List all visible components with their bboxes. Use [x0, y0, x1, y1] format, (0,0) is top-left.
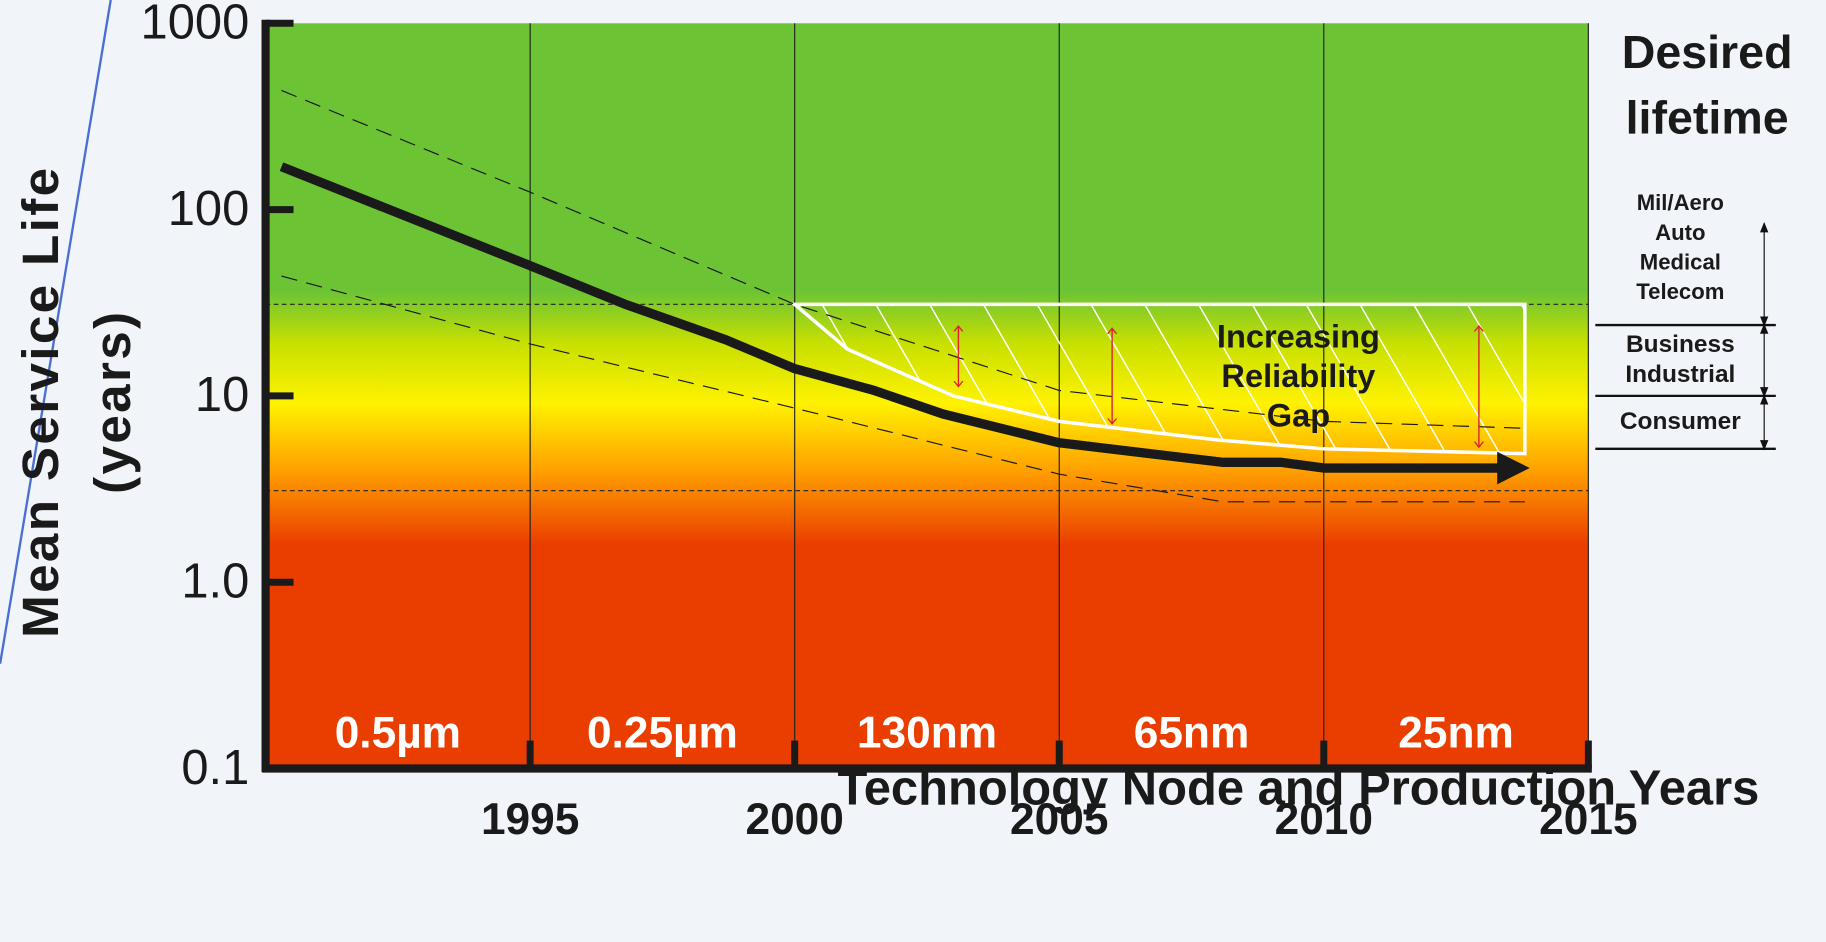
y-axis-label: (years): [84, 310, 141, 494]
plot: [265, 23, 1592, 769]
band-label: Telecom: [1636, 279, 1724, 304]
y-tick-label: 1000: [141, 0, 250, 50]
x-tick-label: 1995: [481, 795, 579, 844]
series-line: [279, 162, 1530, 485]
node-label: 130nm: [857, 709, 997, 758]
y-tick-label: 1.0: [181, 554, 249, 608]
y-tick-label: 0.1: [181, 741, 249, 795]
gap-region: [789, 302, 1527, 456]
band-label: Industrial: [1625, 361, 1735, 388]
y-tick-label: 10: [195, 368, 249, 422]
y-axis-label: Mean Service Life: [12, 166, 69, 638]
band-label: Auto: [1655, 220, 1705, 245]
annotation: Reliability: [1221, 357, 1375, 394]
x-tick-label: 2000: [745, 795, 843, 844]
lifetime-title: Desired: [1622, 26, 1793, 78]
node-label: 25nm: [1398, 709, 1514, 758]
x-tick-label: 2015: [1539, 795, 1637, 844]
x-tick-label: 2010: [1275, 795, 1373, 844]
x-tick-label: 2005: [1010, 795, 1108, 844]
band-label: Mil/Aero: [1637, 190, 1724, 215]
decor-line: [0, 0, 112, 664]
series-line: [281, 275, 1525, 503]
y-tick-label: 100: [168, 182, 250, 236]
band-label: Business: [1626, 331, 1735, 358]
annotation: Increasing: [1217, 317, 1380, 354]
node-label: 0.25µm: [587, 709, 738, 758]
annotation: Gap: [1267, 397, 1330, 434]
series-line: [281, 89, 1525, 429]
lifetime-title: lifetime: [1626, 91, 1789, 143]
band-label: Consumer: [1620, 408, 1741, 435]
band-label: Medical: [1640, 249, 1721, 274]
node-label: 65nm: [1134, 709, 1250, 758]
node-label: 0.5µm: [335, 709, 461, 758]
